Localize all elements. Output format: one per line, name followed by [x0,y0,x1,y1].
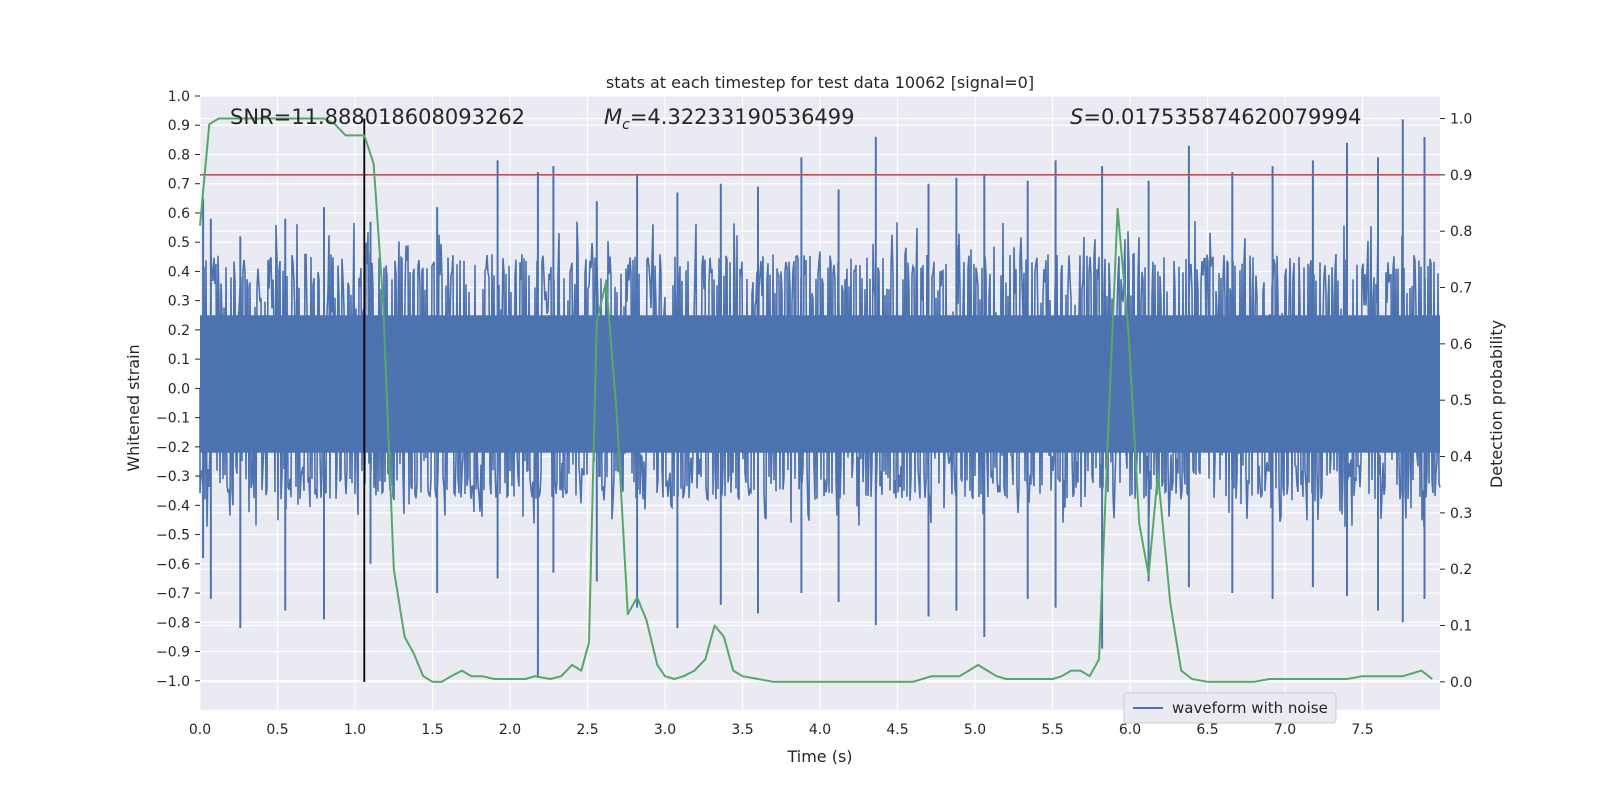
x-axis-label: Time (s) [786,747,852,766]
x-tick-label: 0.0 [189,722,211,738]
x-tick-label: 0.5 [266,722,288,738]
x-tick-label: 3.0 [654,722,676,738]
y-tick-label: −0.8 [156,615,190,631]
y2-tick-label: 0.1 [1450,619,1472,635]
chirp-mass-annotation: Mc=4.32233190536499 [604,105,855,133]
x-tick-label: 2.0 [499,722,521,738]
waveform-peaks [202,119,1426,678]
y2-tick-label: 0.8 [1450,224,1472,240]
detection-probability-series [199,117,1433,683]
y-tick-label: −0.9 [156,645,190,661]
y-tick-label: 1.0 [168,89,190,105]
x-tick-label: 6.0 [1119,722,1141,738]
chart-title: stats at each timestep for test data 100… [606,73,1034,92]
chirp-mass-symbol: M [604,105,622,129]
y-tick-label: 0.6 [168,206,190,222]
y-tick-label: 0.5 [168,235,190,251]
chirp-mass-subscript: c [622,117,630,133]
x-tick-label: 5.5 [1041,722,1063,738]
detection-probability-line [199,117,1433,683]
y2-tick-label: 0.6 [1450,337,1472,353]
y-tick-label: 0.2 [168,323,190,339]
y2-tick-label: 0.2 [1450,562,1472,578]
y-tick-label: −0.6 [156,557,190,573]
y-tick-label: 0.9 [168,118,190,134]
x-tick-label: 2.5 [576,722,598,738]
snr-annotation: SNR=11.888018608093262 [230,105,525,129]
s-value: =0.017535874620079994 [1083,105,1361,129]
y-tick-label: −0.7 [156,586,190,602]
x-tick-label: 4.5 [886,722,908,738]
y2-tick-label: 0.5 [1450,393,1472,409]
y-tick-label: −1.0 [156,674,190,690]
y-left-tick-labels: 1.0 0.9 0.8 0.7 0.6 0.5 0.4 0.3 0.2 0.1 0.0 −0.1 −0.… [156,89,200,690]
legend-box [1123,692,1337,724]
y2-tick-label: 1.0 [1450,112,1472,128]
s-annotation: S=0.017535874620079994 [1070,105,1361,129]
legend: waveform with noise [1123,692,1337,724]
waveform-trace [199,220,1441,528]
y-tick-label: −0.1 [156,411,190,427]
x-tick-label: 7.5 [1351,722,1373,738]
legend-label: waveform with noise [1172,699,1328,717]
x-tick-label: 1.0 [344,722,366,738]
y-tick-label: 0.8 [168,147,190,163]
y-axis-label-right: Detection probability [1487,320,1506,488]
x-tick-label: 3.5 [731,722,753,738]
y-tick-label: 0.7 [168,177,190,193]
waveform-core [200,315,1440,453]
x-tick-labels: 0.0 0.5 1.0 1.5 2.0 2.5 3.0 3.5 4.0 4.5 5.0 5.5 6.0 6… [189,722,1374,738]
y2-tick-label: 0.3 [1450,506,1472,522]
chirp-mass-value: =4.32233190536499 [630,105,855,129]
y-tick-label: −0.4 [156,498,190,514]
y2-tick-label: 0.4 [1450,450,1472,466]
x-tick-label: 1.5 [421,722,443,738]
y2-tick-label: 0.9 [1450,168,1472,184]
x-tick-label: 6.5 [1196,722,1218,738]
y2-tick-label: 0.0 [1450,675,1472,691]
y-axis-label-left: Whitened strain [124,344,143,471]
y-tick-label: −0.3 [156,469,190,485]
y-tick-label: 0.4 [168,264,190,280]
x-tick-label: 5.0 [964,722,986,738]
y2-tick-label: 0.7 [1450,281,1472,297]
y-tick-label: 0.1 [168,352,190,368]
x-tick-label: 7.0 [1274,722,1296,738]
y-tick-label: 0.0 [168,381,190,397]
y-tick-label: 0.3 [168,294,190,310]
y-right-tick-labels: 1.0 0.9 0.8 0.7 0.6 0.5 0.4 0.3 0.2 0.1 0.0 [1440,112,1472,691]
y-tick-label: −0.5 [156,528,190,544]
x-tick-label: 4.0 [809,722,831,738]
s-symbol: S [1070,105,1083,129]
y-tick-label: −0.2 [156,440,190,456]
